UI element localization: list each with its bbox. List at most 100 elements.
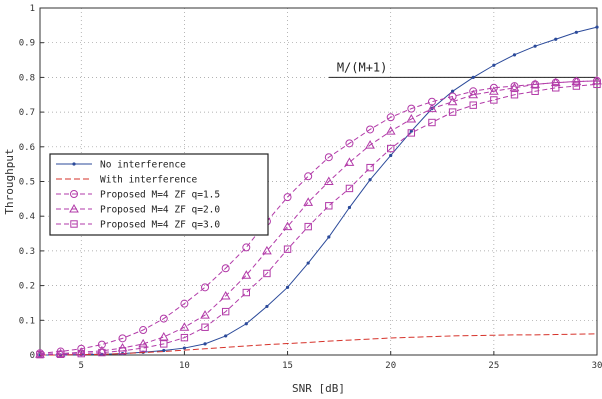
data-point (428, 118, 436, 127)
legend-label: No interference (100, 160, 186, 171)
data-point (468, 89, 479, 99)
data-point (201, 283, 210, 292)
series-group (35, 25, 602, 359)
data-point (469, 87, 478, 96)
legend-label: Proposed M=4 ZF q=3.0 (100, 220, 220, 231)
data-point (344, 157, 355, 166)
y-tick-label: 0 (30, 351, 35, 361)
data-point (385, 126, 396, 135)
legend: No interference With interference Proposed… (49, 153, 269, 236)
y-axis-label: Throughput (3, 148, 16, 214)
data-point (76, 347, 87, 356)
data-point (159, 314, 168, 323)
y-tick-label: 0.3 (19, 247, 35, 257)
data-point (366, 163, 374, 172)
x-tick-label: 20 (385, 361, 396, 371)
data-point (450, 89, 455, 93)
data-point (162, 348, 166, 353)
data-point (70, 220, 78, 228)
data-point (533, 44, 537, 48)
data-point (158, 331, 169, 341)
data-point (241, 270, 252, 279)
tick-labels: 5 10 15 20 25 30 0 0.1 0.2 0.3 0.4 0.5 0.6 0.7 0.8 0.9 1 (19, 4, 602, 371)
data-point (303, 197, 314, 206)
data-point (554, 37, 558, 41)
data-point (304, 222, 312, 231)
data-point (469, 101, 477, 109)
data-point (407, 104, 416, 113)
data-point (447, 96, 458, 106)
data-point (490, 96, 498, 104)
data-point (366, 125, 375, 134)
data-point (201, 323, 209, 331)
data-point (138, 338, 149, 348)
series-line (39, 83, 598, 356)
data-point (180, 299, 189, 308)
x-tick-label: 5 (79, 361, 84, 371)
y-tick-label: 0.6 (19, 143, 35, 153)
series-line (40, 333, 598, 356)
data-point (179, 322, 190, 331)
data-point (56, 350, 65, 359)
grid (40, 7, 598, 356)
data-point (220, 291, 231, 300)
data-point (324, 153, 333, 162)
data-point (407, 129, 416, 137)
data-point (389, 153, 393, 158)
data-point (263, 269, 271, 278)
data-point (70, 190, 78, 198)
x-tick-label: 10 (179, 361, 190, 371)
data-point (345, 139, 354, 148)
y-tick-label: 0.5 (19, 178, 35, 188)
series-2 (40, 333, 598, 356)
legend-label: With interference (100, 175, 198, 186)
data-point (72, 162, 76, 166)
data-point (306, 261, 310, 265)
data-point (510, 91, 519, 99)
data-point (69, 203, 79, 213)
data-point (492, 63, 496, 67)
data-point (182, 346, 187, 350)
data-point (325, 202, 333, 210)
data-point (221, 307, 230, 316)
series-line (39, 80, 598, 354)
data-point (365, 140, 375, 149)
data-point (448, 92, 457, 101)
data-point (160, 340, 168, 348)
data-point (593, 80, 601, 89)
series-3 (36, 76, 601, 358)
data-point (386, 113, 395, 122)
series-5 (36, 80, 601, 359)
series-line (39, 80, 598, 355)
annotation-group: M/(M+1) (328, 60, 597, 78)
data-point (283, 245, 292, 253)
x-axis-label: SNR [dB] (292, 382, 345, 395)
data-point (550, 77, 561, 87)
data-point (531, 87, 539, 95)
data-point (595, 25, 599, 29)
x-tick-label: 15 (282, 361, 293, 371)
data-point (283, 193, 292, 202)
data-point (97, 345, 107, 355)
data-point (448, 108, 457, 116)
data-point (512, 53, 517, 57)
data-point (265, 304, 269, 309)
data-point (427, 103, 437, 113)
y-tick-label: 1 (30, 4, 35, 14)
data-point (592, 75, 602, 85)
data-point (221, 264, 230, 273)
data-point (139, 344, 147, 352)
data-point (203, 342, 207, 346)
annotation-label: M/(M+1) (337, 60, 388, 74)
data-point (282, 221, 293, 231)
data-point (97, 340, 106, 349)
data-point (98, 348, 106, 357)
data-point (406, 114, 417, 123)
data-point (368, 178, 372, 182)
data-point (224, 334, 228, 338)
data-point (262, 245, 272, 255)
data-point (345, 184, 354, 193)
data-point (327, 235, 331, 239)
x-tick-label: 25 (488, 361, 499, 371)
